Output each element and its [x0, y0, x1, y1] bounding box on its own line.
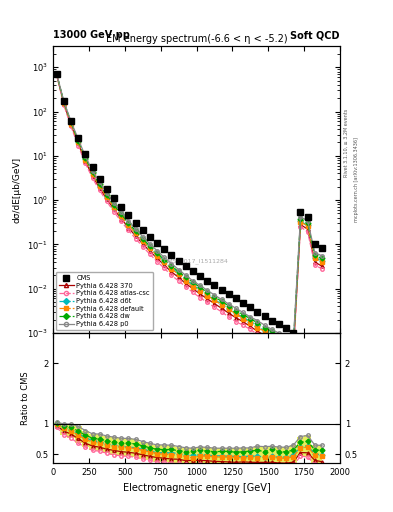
X-axis label: Electromagnetic energy [GeV]: Electromagnetic energy [GeV] [123, 483, 270, 493]
Y-axis label: dσ/dE[μb/GeV]: dσ/dE[μb/GeV] [13, 157, 22, 223]
Y-axis label: Ratio to CMS: Ratio to CMS [20, 371, 29, 425]
Legend: CMS, Pythia 6.428 370, Pythia 6.428 atlas-csc, Pythia 6.428 d6t, Pythia 6.428 de: CMS, Pythia 6.428 370, Pythia 6.428 atla… [56, 272, 153, 330]
Text: Rivet 3.1.10, ≥ 3.2M events: Rivet 3.1.10, ≥ 3.2M events [344, 109, 349, 178]
Title: EM energy spectrum(-6.6 < η < -5.2): EM energy spectrum(-6.6 < η < -5.2) [106, 34, 287, 44]
Text: mcplots.cern.ch [arXiv:1306.3436]: mcplots.cern.ch [arXiv:1306.3436] [354, 137, 359, 222]
Text: 13000 GeV pp: 13000 GeV pp [53, 30, 130, 40]
Text: CMS_2017_I1511284: CMS_2017_I1511284 [164, 259, 229, 264]
Text: Soft QCD: Soft QCD [290, 30, 340, 40]
